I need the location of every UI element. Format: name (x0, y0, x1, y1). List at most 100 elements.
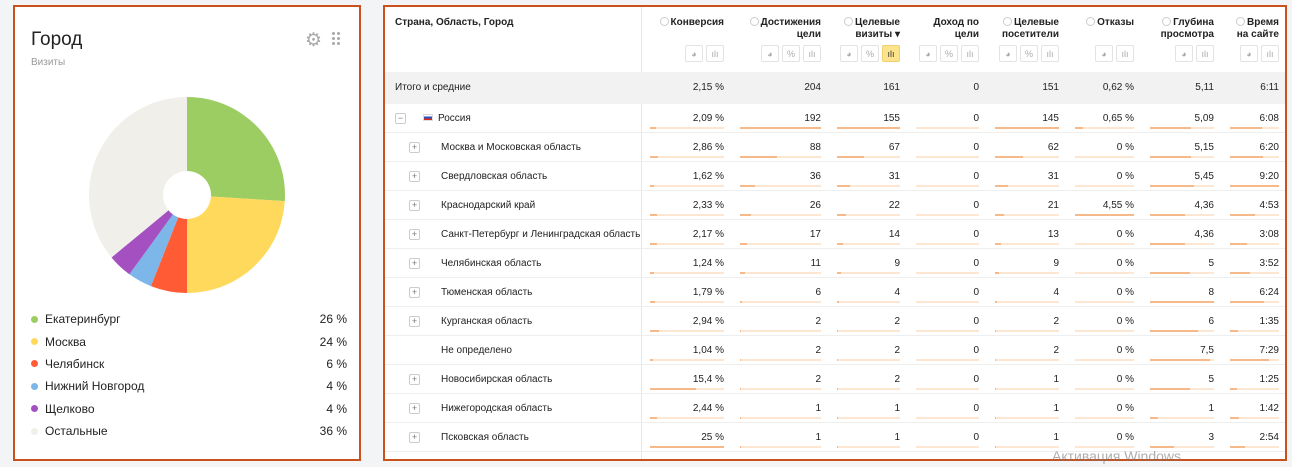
report-table: Страна, Область, Город Конверсия ◕ ılı Дости… (383, 5, 1287, 461)
metric-cell: 9:20 (1222, 162, 1285, 190)
expand-icon[interactable]: + (409, 142, 420, 153)
help-icon[interactable] (1236, 17, 1245, 26)
table-row[interactable]: Не определено 1,04 % 2 2 0 2 0 % 7,5 7:29 (385, 336, 1285, 365)
legend-label: Нижний Новгород (45, 379, 145, 394)
pie-slice-4[interactable] (111, 195, 187, 275)
pie-slice-0[interactable] (187, 97, 285, 202)
metric-cell: 31 (987, 162, 1067, 190)
legend-item[interactable]: Нижний Новгород 4 % (31, 375, 347, 397)
help-icon[interactable] (1002, 17, 1012, 26)
pie-slice-2[interactable] (150, 195, 187, 293)
value-bar (1150, 127, 1214, 129)
value-bar (916, 156, 979, 158)
table-row[interactable]: + Краснодарский край 2,33 % 26 22 0 21 4,55 % 4,… (385, 191, 1285, 220)
expand-icon[interactable]: + (409, 403, 420, 414)
metric-cell: 1:35 (1222, 307, 1285, 335)
bar-chart-icon[interactable]: ılı (1261, 45, 1279, 62)
pie-chart-icon[interactable]: ◕ (761, 45, 779, 62)
table-row[interactable]: + Нижегородская область 2,44 % 1 1 0 1 0 % 1 1:42 (385, 394, 1285, 423)
table-row[interactable]: + Челябинская область 1,24 % 11 9 0 9 0 % 5 3:52 (385, 249, 1285, 278)
metric-value: 1 (894, 432, 900, 443)
pie-chart-icon[interactable]: ◕ (1175, 45, 1193, 62)
bar-chart-icon[interactable]: ılı (1196, 45, 1214, 62)
expand-icon[interactable]: + (409, 316, 420, 327)
dimension-header[interactable]: Страна, Область, Город (395, 17, 514, 28)
gear-icon[interactable]: ⚙ (305, 30, 323, 51)
legend-item[interactable]: Екатеринбург 26 % (31, 308, 347, 330)
legend-item[interactable]: Челябинск 6 % (31, 353, 347, 375)
column-header[interactable]: Целевые визиты ▾ ◕% ılı (829, 7, 908, 72)
totals-row: Итого и средние 2,15 % 204 161 0 151 0,62 % 5,1… (385, 72, 1285, 104)
column-header[interactable]: Доход по цели ◕% ılı (908, 7, 987, 72)
collapse-icon[interactable]: − (395, 113, 406, 124)
table-row[interactable]: + Санкт-Петербург и Ленинградская область… (385, 220, 1285, 249)
value-bar (995, 359, 1059, 361)
pie-chart-icon[interactable]: ◕ (999, 45, 1017, 62)
expand-icon[interactable]: + (409, 287, 420, 298)
row-name: Санкт-Петербург и Ленинградская область (441, 220, 640, 249)
pie-chart-icon[interactable]: ◕ (840, 45, 858, 62)
pie-chart-icon[interactable]: ◕ (685, 45, 703, 62)
column-header[interactable]: Глубина просмотра ◕ ılı (1142, 7, 1222, 72)
bar-chart-icon[interactable]: ılı (1041, 45, 1059, 62)
value-bar (1150, 185, 1214, 187)
pie-chart-icon[interactable]: ◕ (919, 45, 937, 62)
expand-icon[interactable]: + (409, 229, 420, 240)
metric-cell: 0 % (1067, 365, 1142, 393)
table-row[interactable]: + Москва и Московская область 2,86 % 88 67 0 6… (385, 133, 1285, 162)
help-icon[interactable] (843, 17, 853, 26)
pie-chart-icon[interactable]: ◕ (1240, 45, 1258, 62)
column-header[interactable]: Целевые посетители ◕% ılı (987, 7, 1067, 72)
bar-chart-icon[interactable]: ılı (1116, 45, 1134, 62)
percent-icon[interactable]: % (861, 45, 879, 62)
column-header[interactable]: Конверсия ◕ ılı (642, 7, 732, 72)
bar-chart-icon[interactable]: ılı (706, 45, 724, 62)
help-icon[interactable] (1162, 17, 1172, 26)
bar-chart-icon[interactable]: ılı (961, 45, 979, 62)
pie-slice-1[interactable] (187, 195, 285, 293)
table-row[interactable]: + Курганская область 2,94 % 2 2 0 2 0 % 6 1:35 (385, 307, 1285, 336)
russia-flag-icon (423, 114, 433, 121)
percent-icon[interactable]: % (940, 45, 958, 62)
drag-handle-icon[interactable] (331, 31, 341, 47)
column-header[interactable]: Время на сайте ◕ ılı (1222, 7, 1285, 72)
metric-value: 1,62 % (692, 171, 724, 182)
help-icon[interactable] (659, 17, 669, 26)
table-row[interactable]: − Россия 2,09 % 192 155 0 145 0,65 % 5,09 6:08 (385, 104, 1285, 133)
metric-value: 0 (973, 403, 979, 414)
row-name: Россия (423, 104, 471, 133)
percent-icon[interactable]: % (1020, 45, 1038, 62)
pie-slice-3[interactable] (129, 195, 187, 287)
table-row[interactable]: + Новосибирская область 15,4 % 2 2 0 1 0 % 5 1:25 (385, 365, 1285, 394)
help-icon[interactable] (749, 17, 759, 26)
bar-chart-icon[interactable]: ılı (803, 45, 821, 62)
expand-icon[interactable]: + (409, 200, 420, 211)
pie-slice-5[interactable] (89, 97, 187, 258)
metric-value: 0 % (1116, 171, 1134, 182)
expand-icon[interactable]: + (409, 171, 420, 182)
percent-icon[interactable]: % (782, 45, 800, 62)
legend-item[interactable]: Москва 24 % (31, 330, 347, 352)
legend-item[interactable]: Остальные 36 % (31, 420, 347, 442)
metric-value: 31 (888, 171, 900, 182)
legend-label: Остальные (45, 424, 108, 439)
value-bar (650, 127, 724, 129)
metric-value: 2,94 % (692, 316, 724, 327)
column-header[interactable]: Достижения цели ◕% ılı (732, 7, 829, 72)
bar-chart-icon[interactable]: ılı (882, 45, 900, 62)
metric-cell: 67 (829, 133, 908, 161)
legend-item[interactable]: Щелково 4 % (31, 398, 347, 420)
help-icon[interactable] (1086, 17, 1096, 26)
expand-icon[interactable]: + (409, 432, 420, 443)
expand-icon[interactable]: + (409, 374, 420, 385)
table-row[interactable]: + Псковская область 25 % 1 1 0 1 0 % 3 2:54 (385, 423, 1285, 452)
expand-icon[interactable]: + (409, 258, 420, 269)
metric-value: 5,15 (1194, 142, 1214, 153)
pie-chart-icon[interactable]: ◕ (1095, 45, 1113, 62)
table-row[interactable]: + Свердловская область 1,62 % 36 31 0 31 0 % 5,4… (385, 162, 1285, 191)
column-header[interactable]: Отказы ◕ ılı (1067, 7, 1142, 72)
row-label: Россия (438, 113, 471, 124)
table-row[interactable]: + Тюменская область 1,79 % 6 4 0 4 0 % 8 6:24 (385, 278, 1285, 307)
metric-value: 2:54 (1259, 432, 1279, 443)
metric-cell: 21 (987, 191, 1067, 219)
